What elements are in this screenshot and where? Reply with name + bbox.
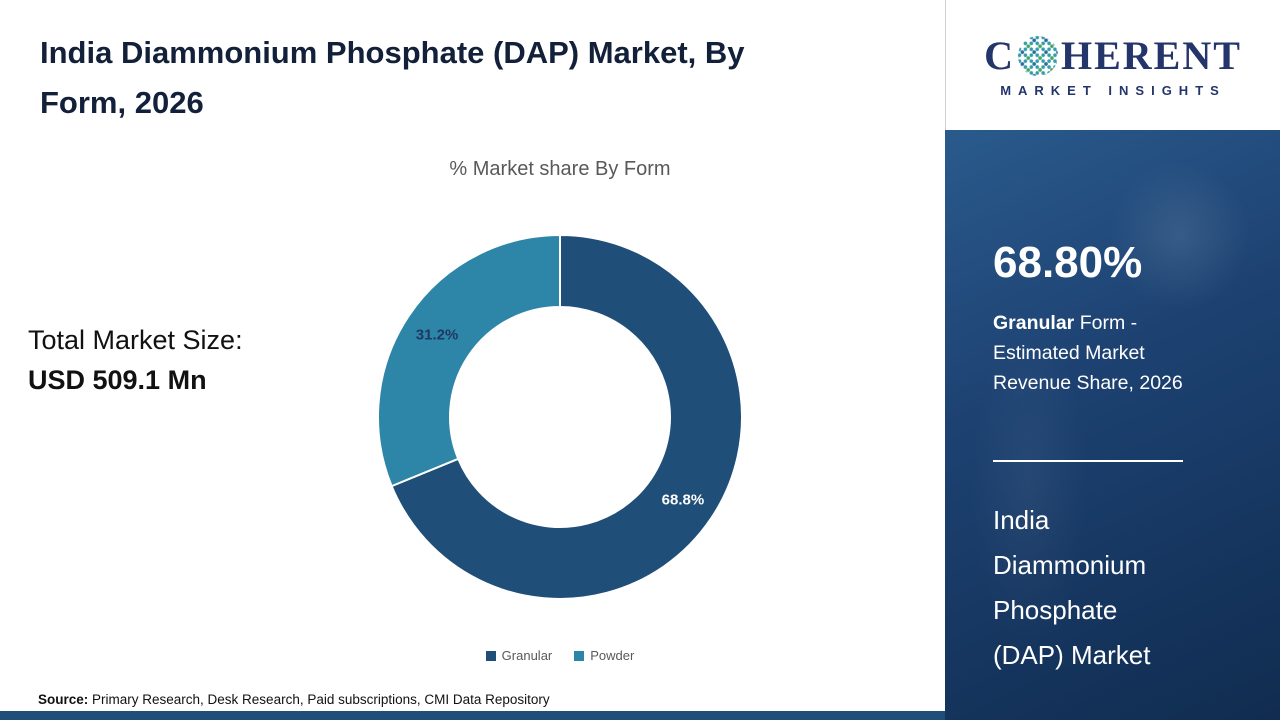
panel-divider <box>993 460 1183 462</box>
total-market-size-label: Total Market Size: <box>28 325 243 355</box>
right-panel: C HERENT MARKET INSI <box>945 0 1280 720</box>
slice-data-label: 68.8% <box>662 491 705 508</box>
source-label: Source: <box>38 692 89 707</box>
logo-letter-c: C <box>984 33 1015 78</box>
cmi-logo: C HERENT <box>984 32 1242 79</box>
donut-slice-powder[interactable] <box>377 233 561 488</box>
legend-item-powder[interactable]: Powder <box>574 648 634 663</box>
page-title: India Diammonium Phosphate (DAP) Market,… <box>40 35 745 120</box>
chart-title: % Market share By Form <box>449 158 671 180</box>
legend-swatch-icon <box>574 650 585 661</box>
bottom-accent-bar <box>0 711 1280 720</box>
stat-description: Granular Form - Estimated Market Revenue… <box>993 308 1208 398</box>
legend-swatch-icon <box>485 650 496 661</box>
total-market-size-value: USD 509.1 Mn <box>28 365 207 395</box>
donut-chart: 68.8% 31.2% <box>365 222 755 612</box>
source-text: Primary Research, Desk Research, Paid su… <box>88 692 550 707</box>
total-market-size-block: Total Market Size: USD 509.1 Mn <box>28 320 243 400</box>
logo-area: C HERENT MARKET INSI <box>945 0 1280 130</box>
market-name: India Diammonium Phosphate (DAP) Market <box>993 505 1151 670</box>
logo-wordmark: HERENT <box>1060 33 1242 78</box>
donut-chart-svg: 68.8% 31.2% <box>377 233 743 600</box>
slice-data-label: 31.2% <box>416 327 459 344</box>
source-note: Source: Primary Research, Desk Research,… <box>38 692 550 707</box>
stat-value: 68.80% <box>993 238 1143 287</box>
stat-description-rest: Form - Estimated Market Revenue Share, 2… <box>993 312 1183 394</box>
chart-legend: Granular Powder <box>160 648 960 663</box>
stat-description-bold: Granular <box>993 312 1075 334</box>
legend-item-granular[interactable]: Granular <box>485 648 553 663</box>
legend-label: Granular <box>501 648 553 663</box>
globe-icon <box>1017 35 1059 76</box>
logo-tagline: MARKET INSIGHTS <box>1000 83 1226 98</box>
legend-label: Powder <box>590 648 635 663</box>
donut-slice-granular[interactable] <box>390 233 743 600</box>
highlight-panel: 68.80% Granular Form - Estimated Market … <box>945 130 1280 720</box>
